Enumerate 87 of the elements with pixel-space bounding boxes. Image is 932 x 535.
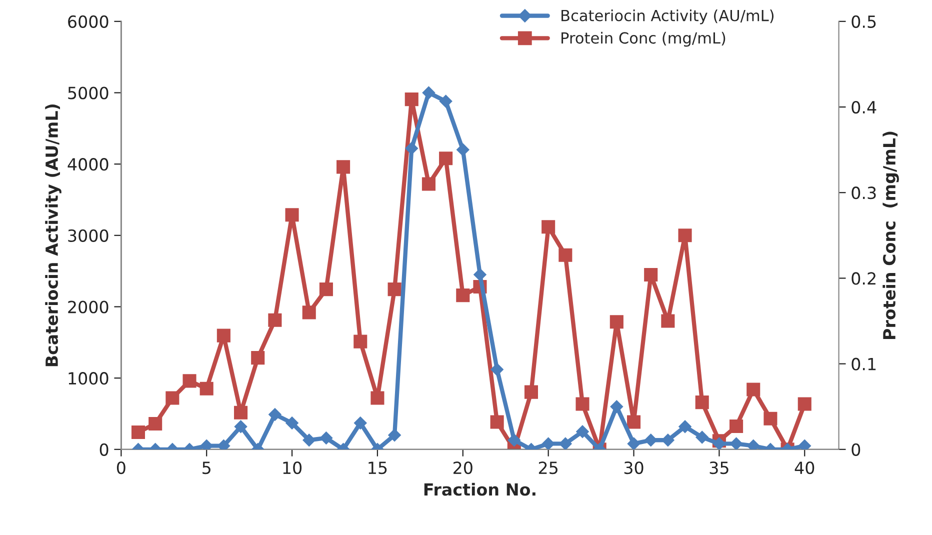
y2-axis-title: Protein Conc (mg/mL) <box>882 132 899 339</box>
y-tick-label: 1000 <box>68 372 108 385</box>
point <box>524 385 538 399</box>
point <box>730 437 743 450</box>
point <box>131 426 146 440</box>
point <box>490 363 504 376</box>
x-tick-label: 0 <box>116 462 126 474</box>
point <box>285 208 299 222</box>
point <box>405 142 418 155</box>
point <box>542 437 555 450</box>
point <box>370 391 384 405</box>
y-tick-label: 2000 <box>68 300 108 314</box>
point <box>474 268 486 282</box>
point <box>662 434 674 447</box>
point <box>166 391 180 405</box>
x-tick-label: 30 <box>624 462 644 474</box>
point <box>422 177 436 191</box>
point <box>558 248 572 262</box>
point <box>678 228 692 242</box>
y2-tick-label: 0.4 <box>852 100 876 114</box>
point <box>268 408 282 421</box>
point <box>490 415 504 429</box>
point <box>234 406 248 420</box>
point <box>644 268 658 282</box>
point <box>320 432 333 444</box>
y2-tick-label: 0 <box>852 443 860 456</box>
point <box>764 412 778 426</box>
y2-tick-label: 0.3 <box>852 186 876 200</box>
point <box>696 430 709 444</box>
point <box>422 86 436 100</box>
y-tick-label: 3000 <box>68 229 108 242</box>
point <box>456 143 470 156</box>
point <box>712 437 726 450</box>
x-tick-label: 20 <box>454 462 472 474</box>
point <box>456 288 470 302</box>
y2-tick-label: 0.5 <box>852 15 876 28</box>
y-tick-label: 0 <box>100 443 108 456</box>
point <box>508 434 521 447</box>
x-axis-title: Fraction No. <box>424 482 536 496</box>
x-tick-label: 5 <box>202 462 210 474</box>
point <box>200 382 214 396</box>
point <box>661 314 675 328</box>
y-axis-title: Bcateriocin Activity (AU/mL) <box>45 104 62 366</box>
point <box>439 152 453 166</box>
point <box>559 437 572 450</box>
point <box>319 282 333 296</box>
point <box>388 282 402 296</box>
y2-tick-label: 0.2 <box>852 272 876 285</box>
point <box>388 428 401 442</box>
y-tick-label: 4000 <box>68 158 108 171</box>
x-tick-label: 15 <box>368 462 387 474</box>
point <box>610 315 624 329</box>
point <box>576 397 590 411</box>
y2-tick-label: 0.1 <box>852 358 876 370</box>
point <box>354 416 367 430</box>
point <box>626 415 641 429</box>
legend-label: Bcateriocin Activity (AU/mL) <box>562 9 774 24</box>
x-tick-label: 10 <box>283 462 302 474</box>
y-tick-label: 5000 <box>68 86 108 100</box>
point <box>542 220 556 234</box>
point <box>354 334 368 348</box>
point <box>234 420 248 433</box>
point <box>610 400 624 414</box>
point <box>286 416 298 430</box>
point <box>798 397 812 411</box>
point <box>302 306 316 320</box>
x-tick-label: 25 <box>538 462 558 474</box>
point <box>627 437 640 450</box>
point <box>576 425 589 438</box>
point <box>302 434 316 447</box>
legend-label: Protein Conc (mg/mL) <box>562 32 726 47</box>
point <box>404 92 418 106</box>
point <box>268 313 282 327</box>
point <box>730 420 744 434</box>
point <box>148 416 162 430</box>
point <box>182 374 196 388</box>
y-tick-label: 6000 <box>68 15 108 28</box>
point <box>251 351 265 365</box>
point <box>746 382 760 396</box>
point <box>336 160 350 174</box>
point <box>644 434 658 447</box>
point <box>695 396 709 410</box>
x-tick-label: 40 <box>794 462 814 474</box>
x-tick-label: 35 <box>710 462 728 474</box>
point <box>439 94 452 108</box>
point <box>216 328 230 342</box>
point <box>678 420 692 433</box>
